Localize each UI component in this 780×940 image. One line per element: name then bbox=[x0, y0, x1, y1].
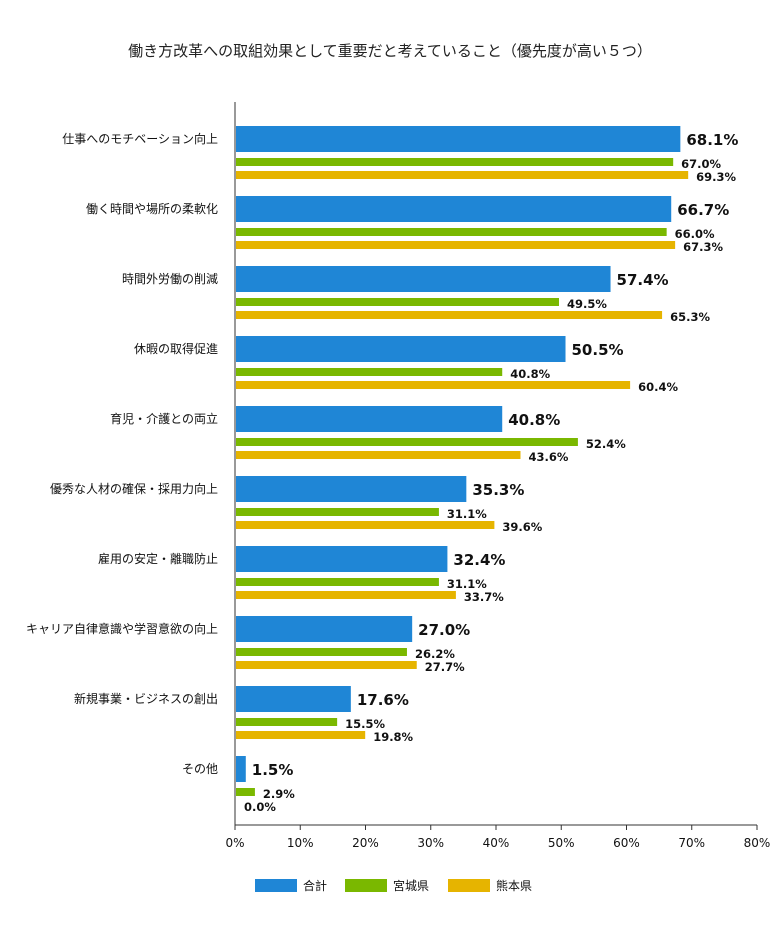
category-label: その他 bbox=[182, 762, 218, 776]
data-label: 19.8% bbox=[373, 730, 413, 744]
data-label: 40.8% bbox=[508, 411, 560, 429]
legend-swatch bbox=[255, 879, 297, 892]
data-label: 65.3% bbox=[670, 310, 710, 324]
data-label: 60.4% bbox=[638, 380, 678, 394]
bar-total bbox=[236, 476, 467, 502]
data-label: 66.0% bbox=[675, 227, 715, 241]
x-tick-label: 50% bbox=[548, 836, 575, 850]
bar-kumamoto bbox=[236, 451, 521, 459]
bar-total bbox=[236, 756, 246, 782]
bar-miyagi bbox=[236, 438, 578, 446]
data-label: 67.0% bbox=[681, 157, 721, 171]
x-tick-label: 40% bbox=[483, 836, 510, 850]
data-label: 27.7% bbox=[425, 660, 465, 674]
data-label: 15.5% bbox=[345, 717, 385, 731]
category-label: 雇用の安定・離職防止 bbox=[98, 551, 218, 566]
x-tick-label: 0% bbox=[225, 836, 244, 850]
category-label: 仕事へのモチベーション向上 bbox=[62, 131, 218, 146]
data-label: 33.7% bbox=[464, 590, 504, 604]
bar-miyagi bbox=[236, 368, 503, 376]
bar-total bbox=[236, 336, 566, 362]
chart-title: 働き方改革への取組効果として重要だと考えていること（優先度が高い５つ） bbox=[128, 42, 652, 60]
data-label: 50.5% bbox=[572, 341, 624, 359]
data-label: 43.6% bbox=[528, 450, 568, 464]
category-label: 働く時間や場所の柔軟化 bbox=[86, 201, 218, 216]
bar-kumamoto bbox=[236, 171, 689, 179]
bar-miyagi bbox=[236, 788, 255, 796]
data-label: 69.3% bbox=[696, 170, 736, 184]
legend-swatch bbox=[448, 879, 490, 892]
bar-miyagi bbox=[236, 578, 439, 586]
bar-kumamoto bbox=[236, 521, 495, 529]
x-tick-label: 70% bbox=[678, 836, 705, 850]
bar-kumamoto bbox=[236, 661, 417, 669]
bar-total bbox=[236, 196, 672, 222]
bar-total bbox=[236, 546, 448, 572]
data-label: 32.4% bbox=[453, 551, 505, 569]
data-label: 49.5% bbox=[567, 297, 607, 311]
bar-kumamoto bbox=[236, 731, 366, 739]
category-label: 休暇の取得促進 bbox=[134, 341, 218, 356]
bar-miyagi bbox=[236, 718, 338, 726]
bar-miyagi bbox=[236, 508, 439, 516]
data-label: 57.4% bbox=[617, 271, 669, 289]
category-label: 新規事業・ビジネスの創出 bbox=[74, 691, 218, 706]
bar-miyagi bbox=[236, 298, 559, 306]
bar-kumamoto bbox=[236, 241, 676, 249]
x-tick-label: 30% bbox=[417, 836, 444, 850]
category-label: 育児・介護との両立 bbox=[110, 411, 218, 426]
x-tick-label: 60% bbox=[613, 836, 640, 850]
data-label: 66.7% bbox=[677, 201, 729, 219]
data-label: 26.2% bbox=[415, 647, 455, 661]
x-tick-label: 20% bbox=[352, 836, 379, 850]
data-label: 2.9% bbox=[263, 787, 295, 801]
bar-miyagi bbox=[236, 648, 407, 656]
category-label: 優秀な人材の確保・採用力向上 bbox=[50, 481, 218, 496]
data-label: 67.3% bbox=[683, 240, 723, 254]
data-label: 40.8% bbox=[510, 367, 550, 381]
bar-kumamoto bbox=[236, 591, 456, 599]
category-label: 時間外労働の削減 bbox=[122, 271, 218, 286]
category-label: キャリア自律意識や学習意欲の向上 bbox=[26, 621, 218, 636]
data-label: 52.4% bbox=[586, 437, 626, 451]
data-label: 1.5% bbox=[252, 761, 294, 779]
bar-total bbox=[236, 616, 413, 642]
data-label: 27.0% bbox=[418, 621, 470, 639]
data-label: 31.1% bbox=[447, 507, 487, 521]
data-label: 31.1% bbox=[447, 577, 487, 591]
data-label: 68.1% bbox=[686, 131, 738, 149]
bar-kumamoto bbox=[236, 311, 663, 319]
data-label: 39.6% bbox=[502, 520, 542, 534]
bar-miyagi bbox=[236, 228, 667, 236]
bar-total bbox=[236, 406, 503, 432]
x-tick-label: 10% bbox=[287, 836, 314, 850]
legend-label: 宮城県 bbox=[393, 878, 429, 893]
data-label: 0.0% bbox=[244, 800, 276, 814]
bar-total bbox=[236, 266, 611, 292]
bar-miyagi bbox=[236, 158, 674, 166]
data-label: 35.3% bbox=[472, 481, 524, 499]
data-label: 17.6% bbox=[357, 691, 409, 709]
legend-label: 熊本県 bbox=[496, 878, 532, 893]
legend-swatch bbox=[345, 879, 387, 892]
bar-total bbox=[236, 126, 681, 152]
x-tick-label: 80% bbox=[744, 836, 771, 850]
bar-kumamoto bbox=[236, 381, 631, 389]
bar-total bbox=[236, 686, 351, 712]
legend-label: 合計 bbox=[303, 878, 327, 893]
